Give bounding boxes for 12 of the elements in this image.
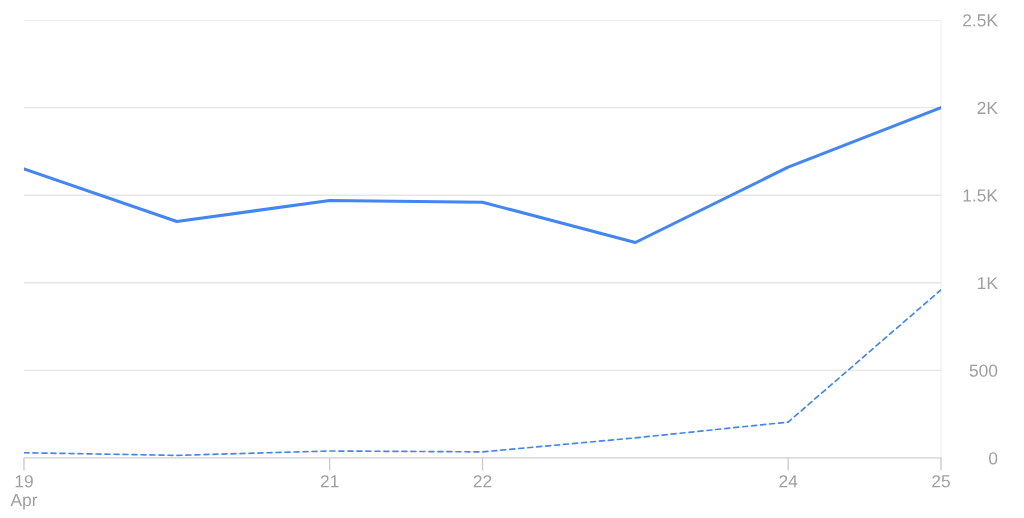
y-tick-label: 500 (969, 364, 998, 377)
y-tick-label: 1.5K (963, 189, 998, 202)
x-tick-label: 24 (779, 475, 798, 488)
x-tick-label: 25 (932, 475, 950, 488)
y-tick-label: 2.5K (963, 14, 998, 27)
x-tick-label: 21 (320, 475, 339, 488)
x-tick-label: 22 (473, 475, 492, 488)
line-series (24, 106, 941, 245)
y-tick-label: 0 (988, 452, 998, 465)
y-tick-label: 1K (978, 277, 998, 290)
x-tick-label: 19 Apr (10, 475, 38, 510)
y-tick-label: 2K (977, 101, 998, 114)
